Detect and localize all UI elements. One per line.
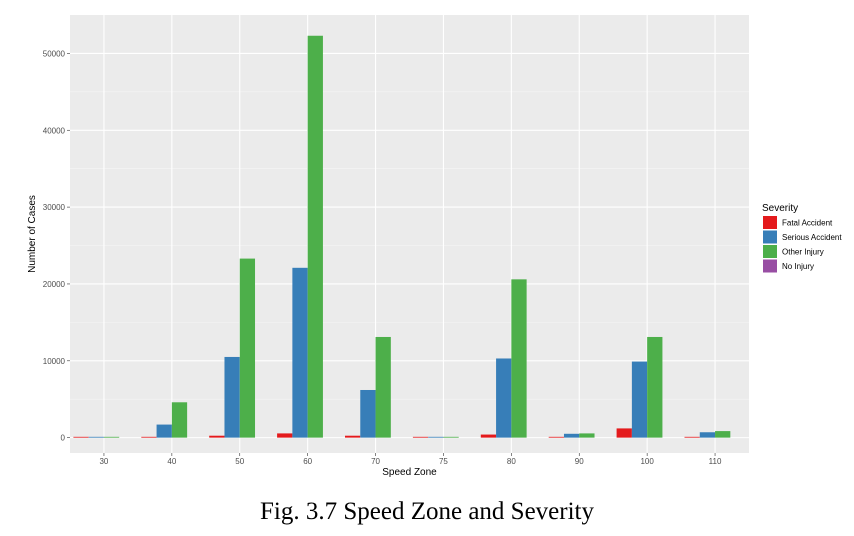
bar (496, 358, 512, 438)
bar (156, 424, 172, 438)
bar (684, 436, 700, 438)
bar (548, 436, 564, 438)
bar (171, 402, 188, 438)
x-tick-label: 80 (507, 457, 516, 466)
bar (511, 279, 527, 438)
bar (579, 433, 595, 438)
x-tick-label: 110 (709, 457, 722, 466)
bar (141, 436, 157, 438)
y-tick-label: 40000 (43, 126, 66, 135)
x-tick-label: 40 (167, 457, 176, 466)
y-tick-label: 50000 (43, 49, 66, 58)
x-axis-ticks: 30 40 50 60 70 75 80 90 100 110 (99, 453, 722, 466)
legend-title: Severity (762, 203, 798, 214)
bar (443, 436, 459, 438)
legend: Severity Fatal Accident Serious Accident O… (762, 203, 842, 273)
bar (647, 336, 663, 438)
x-tick-label: 100 (640, 457, 654, 466)
y-tick-label: 20000 (43, 280, 66, 289)
bar (375, 336, 391, 438)
bar (239, 258, 256, 438)
legend-label: Other Injury (782, 248, 824, 257)
bar (563, 433, 580, 438)
y-tick-label: 0 (61, 434, 66, 443)
x-tick-label: 90 (575, 457, 584, 466)
legend-key (763, 230, 777, 244)
bar (88, 436, 104, 438)
x-tick-label: 75 (439, 457, 448, 466)
bar (292, 267, 308, 438)
legend-key (763, 259, 777, 273)
y-axis-title: Number of Cases (27, 195, 38, 273)
legend-label: No Injury (782, 262, 814, 271)
bar (224, 356, 240, 438)
bar (277, 433, 293, 438)
legend-label: Fatal Accident (782, 219, 833, 228)
bar (360, 389, 376, 438)
bar (412, 436, 429, 438)
figure-caption: Fig. 3.7 Speed Zone and Severity (260, 498, 594, 525)
legend-key (763, 216, 777, 229)
y-axis-ticks: 0 10000 20000 30000 40000 50000 (43, 49, 70, 443)
bars (73, 35, 731, 438)
bar (103, 436, 120, 438)
x-tick-label: 70 (371, 457, 380, 466)
y-tick-label: 10000 (43, 357, 66, 366)
bar (480, 434, 497, 438)
legend-key (763, 245, 777, 258)
bar (73, 436, 89, 438)
x-tick-label: 50 (235, 457, 244, 466)
x-tick-label: 30 (99, 457, 108, 466)
bar (209, 435, 225, 438)
bar (428, 436, 444, 438)
bar (631, 361, 648, 438)
y-tick-label: 30000 (43, 203, 66, 212)
x-tick-label: 60 (303, 457, 312, 466)
bar (715, 431, 731, 438)
bar (344, 435, 361, 438)
x-axis-title: Speed Zone (382, 467, 437, 478)
bar (616, 428, 632, 438)
bar (307, 35, 323, 438)
legend-label: Serious Accident (782, 233, 842, 242)
bar (699, 432, 716, 438)
